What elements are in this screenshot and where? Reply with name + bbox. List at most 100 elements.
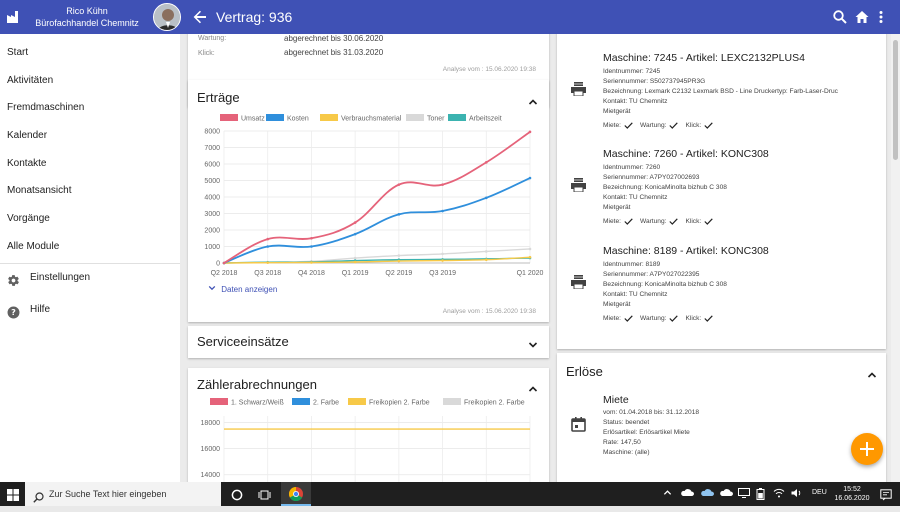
monitor-icon[interactable] bbox=[738, 488, 750, 500]
check-label: Miete: bbox=[603, 315, 621, 322]
chevron-up-icon[interactable] bbox=[528, 381, 538, 392]
notifications-icon[interactable] bbox=[880, 488, 892, 501]
data-point bbox=[397, 213, 401, 216]
data-point bbox=[484, 250, 488, 253]
windows-start-icon[interactable] bbox=[7, 488, 19, 501]
main-content: Wartung: abgerechnet bis 30.06.2020 Klic… bbox=[180, 34, 900, 482]
sidebar-item-fremdmaschinen[interactable]: Fremdmaschinen bbox=[7, 102, 85, 113]
machine-desc: Bezeichnung: KonicaMinolta bizhub C 308 bbox=[603, 281, 727, 288]
tray-chevron-up-icon[interactable] bbox=[663, 488, 672, 500]
data-point bbox=[353, 260, 357, 264]
data-point bbox=[528, 255, 532, 259]
check-label: Klick: bbox=[685, 122, 702, 129]
erloese-period: vom: 01.04.2018 bis: 31.12.2018 bbox=[603, 409, 700, 416]
data-point bbox=[441, 183, 444, 186]
check-icon bbox=[624, 218, 633, 225]
y-tick-label: 2000 bbox=[204, 228, 220, 235]
calendar-icon bbox=[571, 417, 586, 432]
search-icon[interactable] bbox=[832, 9, 848, 25]
sidebar-item-einstellungen[interactable]: Einstellungen bbox=[0, 264, 180, 291]
check-label: Miete: bbox=[603, 122, 621, 129]
y-tick-label: 6000 bbox=[204, 162, 220, 169]
input-language[interactable]: DEU bbox=[812, 489, 827, 496]
y-tick-label: 8000 bbox=[204, 129, 220, 136]
printer-icon bbox=[571, 82, 586, 97]
chevron-up-icon[interactable] bbox=[867, 367, 877, 378]
onedrive-icon[interactable] bbox=[680, 488, 694, 500]
check-icon bbox=[669, 122, 679, 129]
sidebar-item-alle-module[interactable]: Alle Module bbox=[7, 241, 60, 252]
sidebar-item-kalender[interactable]: Kalender bbox=[7, 130, 48, 141]
y-tick-label: 7000 bbox=[204, 145, 220, 152]
check-icon bbox=[704, 218, 713, 225]
sidebar-item-hilfe[interactable]: ? Hilfe bbox=[0, 296, 180, 323]
row-label: Wartung: bbox=[198, 35, 227, 42]
cortana-icon[interactable] bbox=[231, 488, 243, 501]
task-view-icon[interactable] bbox=[258, 488, 271, 500]
y-tick-label: 3000 bbox=[204, 211, 220, 218]
search-icon bbox=[33, 488, 44, 503]
data-point bbox=[528, 247, 532, 251]
legend-swatch bbox=[266, 114, 284, 121]
check-icon bbox=[624, 315, 633, 322]
home-icon[interactable] bbox=[854, 9, 870, 25]
machine-contact: Kontakt: TU Chemnitz bbox=[603, 98, 668, 105]
clock-time: 15:52 bbox=[843, 486, 861, 493]
arrow-back-icon[interactable] bbox=[192, 9, 208, 25]
legend-swatch bbox=[210, 398, 228, 405]
taskbar-search[interactable]: Zur Suche Text hier eingeben bbox=[25, 482, 221, 506]
legend-swatch bbox=[220, 114, 238, 121]
sidebar-item-aktivitaeten[interactable]: Aktivitäten bbox=[7, 75, 54, 86]
clock-date: 16.06.2020 bbox=[834, 495, 870, 502]
check-label: Klick: bbox=[685, 315, 702, 322]
data-point bbox=[484, 161, 488, 164]
chevron-down-icon bbox=[208, 284, 216, 292]
machine-desc: Bezeichnung: KonicaMinolta bizhub C 308 bbox=[603, 184, 727, 191]
user-info[interactable]: Rico Kühn Bürofachhandel Chemnitz bbox=[32, 5, 142, 29]
row-label: Klick: bbox=[198, 50, 215, 57]
data-point bbox=[397, 183, 401, 186]
help-icon: ? bbox=[7, 303, 20, 319]
details-link[interactable]: Daten anzeigen bbox=[208, 284, 277, 294]
chrome-taskbar-button[interactable] bbox=[281, 482, 311, 506]
clock[interactable]: 15:52 16.06.2020 bbox=[834, 485, 870, 503]
y-tick-label: 4000 bbox=[204, 195, 220, 202]
battery-icon[interactable] bbox=[756, 488, 765, 500]
machine-checks: Miete: Wartung: Klick: bbox=[603, 121, 720, 130]
legend-swatch bbox=[292, 398, 310, 405]
y-tick-label: 16000 bbox=[201, 446, 221, 453]
erloese-status: Status: beendet bbox=[603, 419, 650, 426]
check-icon bbox=[704, 315, 713, 322]
machine-checks: Miete: Wartung: Klick: bbox=[603, 314, 720, 323]
onedrive-cloud-icon[interactable] bbox=[719, 488, 733, 500]
chevron-down-icon[interactable] bbox=[528, 337, 538, 348]
sidebar: Start Aktivitäten Fremdmaschinen Kalende… bbox=[0, 34, 180, 482]
y-tick-label: 18000 bbox=[201, 420, 221, 427]
volume-icon[interactable] bbox=[791, 488, 803, 500]
chevron-up-icon[interactable] bbox=[528, 94, 538, 105]
data-point bbox=[310, 245, 313, 248]
wifi-icon[interactable] bbox=[773, 488, 785, 500]
sidebar-item-vorgaenge[interactable]: Vorgänge bbox=[7, 213, 50, 224]
sidebar-item-kontakte[interactable]: Kontakte bbox=[7, 158, 47, 169]
ertraege-chart: Umsatz Kosten Verbrauchsmaterial Toner Arbei… bbox=[204, 114, 544, 277]
add-fab-button[interactable] bbox=[851, 433, 883, 465]
scrollbar-thumb[interactable] bbox=[893, 40, 898, 160]
card-title: Serviceeinsätze bbox=[197, 334, 289, 349]
content-scrollbar[interactable] bbox=[891, 34, 900, 482]
sidebar-item-start[interactable]: Start bbox=[7, 47, 29, 58]
avatar[interactable] bbox=[153, 3, 181, 31]
data-point bbox=[441, 252, 444, 256]
chrome-icon bbox=[289, 487, 303, 501]
machine-serial: Seriennummer: A7PY027022395 bbox=[603, 271, 700, 278]
y-tick-label: 1000 bbox=[204, 244, 220, 251]
check-icon bbox=[624, 122, 633, 129]
more-vert-icon[interactable] bbox=[877, 9, 885, 25]
machines-card: Maschine: 7245 - Artikel: LEXC2132PLUS4 … bbox=[557, 34, 886, 349]
data-point bbox=[310, 261, 313, 264]
sidebar-item-monatsansicht[interactable]: Monatsansicht bbox=[7, 185, 72, 196]
x-tick-label: Q2 2019 bbox=[385, 270, 412, 277]
cloud-icon[interactable] bbox=[700, 488, 714, 500]
service-card[interactable]: Serviceeinsätze bbox=[188, 326, 549, 358]
data-point bbox=[528, 176, 532, 180]
